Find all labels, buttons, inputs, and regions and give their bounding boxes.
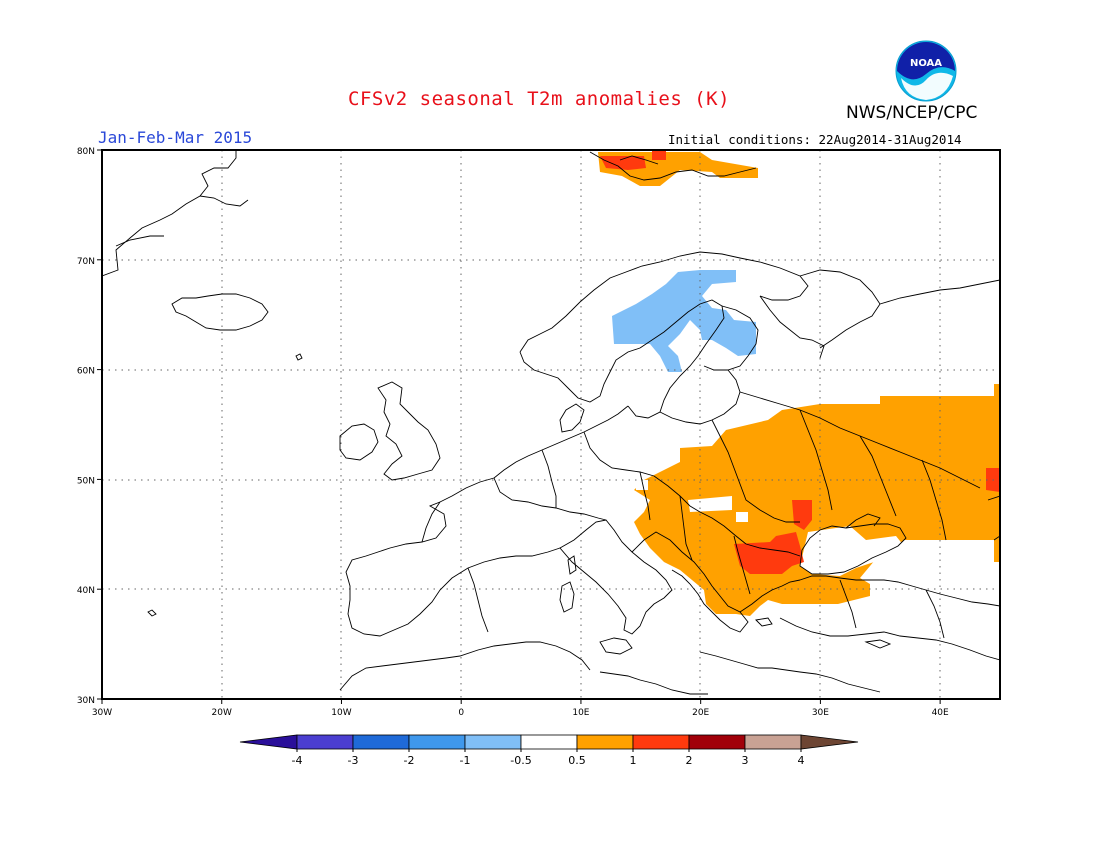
- legend-label: 2: [686, 754, 693, 767]
- anomaly-gap-black-sea: [800, 526, 904, 576]
- legend-label: 4: [798, 754, 805, 767]
- anomaly-region-scandinavia: [612, 270, 756, 372]
- legend-label: 3: [742, 754, 749, 767]
- lat-tick-label: 40N: [77, 586, 95, 596]
- legend-swatch: [352, 734, 410, 750]
- map-frame: [101, 149, 1001, 700]
- legend-swatch: [688, 734, 746, 750]
- map-axes: 80N 70N 60N 50N 40N 30N 30W 20W 10W 0 10E 20E 30E 40E: [77, 147, 949, 718]
- svg-text:NOAA: NOAA: [910, 58, 942, 69]
- legend-swatch: [632, 734, 690, 750]
- legend-label: 0.5: [568, 754, 586, 767]
- lon-tick-label: 20W: [212, 708, 232, 718]
- legend-swatch: [576, 734, 634, 750]
- legend-swatch-min: [239, 734, 298, 750]
- noaa-logo: NOAA: [895, 40, 957, 102]
- legend-swatch: [464, 734, 522, 750]
- anomaly-gap-hungary: [688, 496, 732, 512]
- map-grid: [102, 150, 1000, 699]
- legend-swatch: [296, 734, 354, 750]
- lon-tick-label: 30E: [812, 708, 829, 718]
- lat-tick-label: 50N: [77, 476, 95, 486]
- lat-tick-label: 70N: [77, 257, 95, 267]
- lon-tick-label: 10W: [331, 708, 351, 718]
- legend-label: -3: [348, 754, 359, 767]
- lon-tick-label: 30W: [92, 708, 112, 718]
- organization-label: NWS/NCEP/CPC: [846, 103, 978, 123]
- lon-tick-label: 40E: [932, 708, 949, 718]
- legend-label: 1: [630, 754, 637, 767]
- lon-tick-label: 10E: [572, 708, 589, 718]
- lat-tick-label: 80N: [77, 147, 95, 157]
- anomaly-region-balkans-warm: [734, 532, 804, 574]
- legend-swatch: [744, 734, 802, 750]
- anomaly-shading: [598, 150, 1000, 616]
- color-legend: -4 -3 -2 -1 -0.5 0.5 1 2 3 4: [239, 734, 859, 767]
- lat-tick-label: 30N: [77, 696, 95, 706]
- lon-tick-label: 0: [458, 708, 464, 718]
- legend-label: -4: [292, 754, 303, 767]
- chart-title: CFSv2 seasonal T2m anomalies (K): [348, 88, 731, 110]
- legend-swatch: [408, 734, 466, 750]
- anomaly-region-ukraine-warm: [792, 500, 812, 530]
- coastlines: [102, 150, 1000, 695]
- legend-swatch: [520, 734, 578, 750]
- legend-label: -0.5: [510, 754, 531, 767]
- lat-tick-label: 60N: [77, 367, 95, 377]
- lon-tick-label: 20E: [692, 708, 709, 718]
- initial-conditions-label: Initial conditions: 22Aug2014-31Aug2014: [668, 132, 962, 147]
- legend-label: -2: [404, 754, 415, 767]
- anomaly-region-svalbard-warm: [600, 156, 646, 170]
- anomaly-region-eastern-europe: [634, 384, 1000, 616]
- legend-label: -1: [460, 754, 471, 767]
- forecast-period: Jan-Feb-Mar 2015: [98, 128, 253, 147]
- legend-swatch-max: [800, 734, 859, 750]
